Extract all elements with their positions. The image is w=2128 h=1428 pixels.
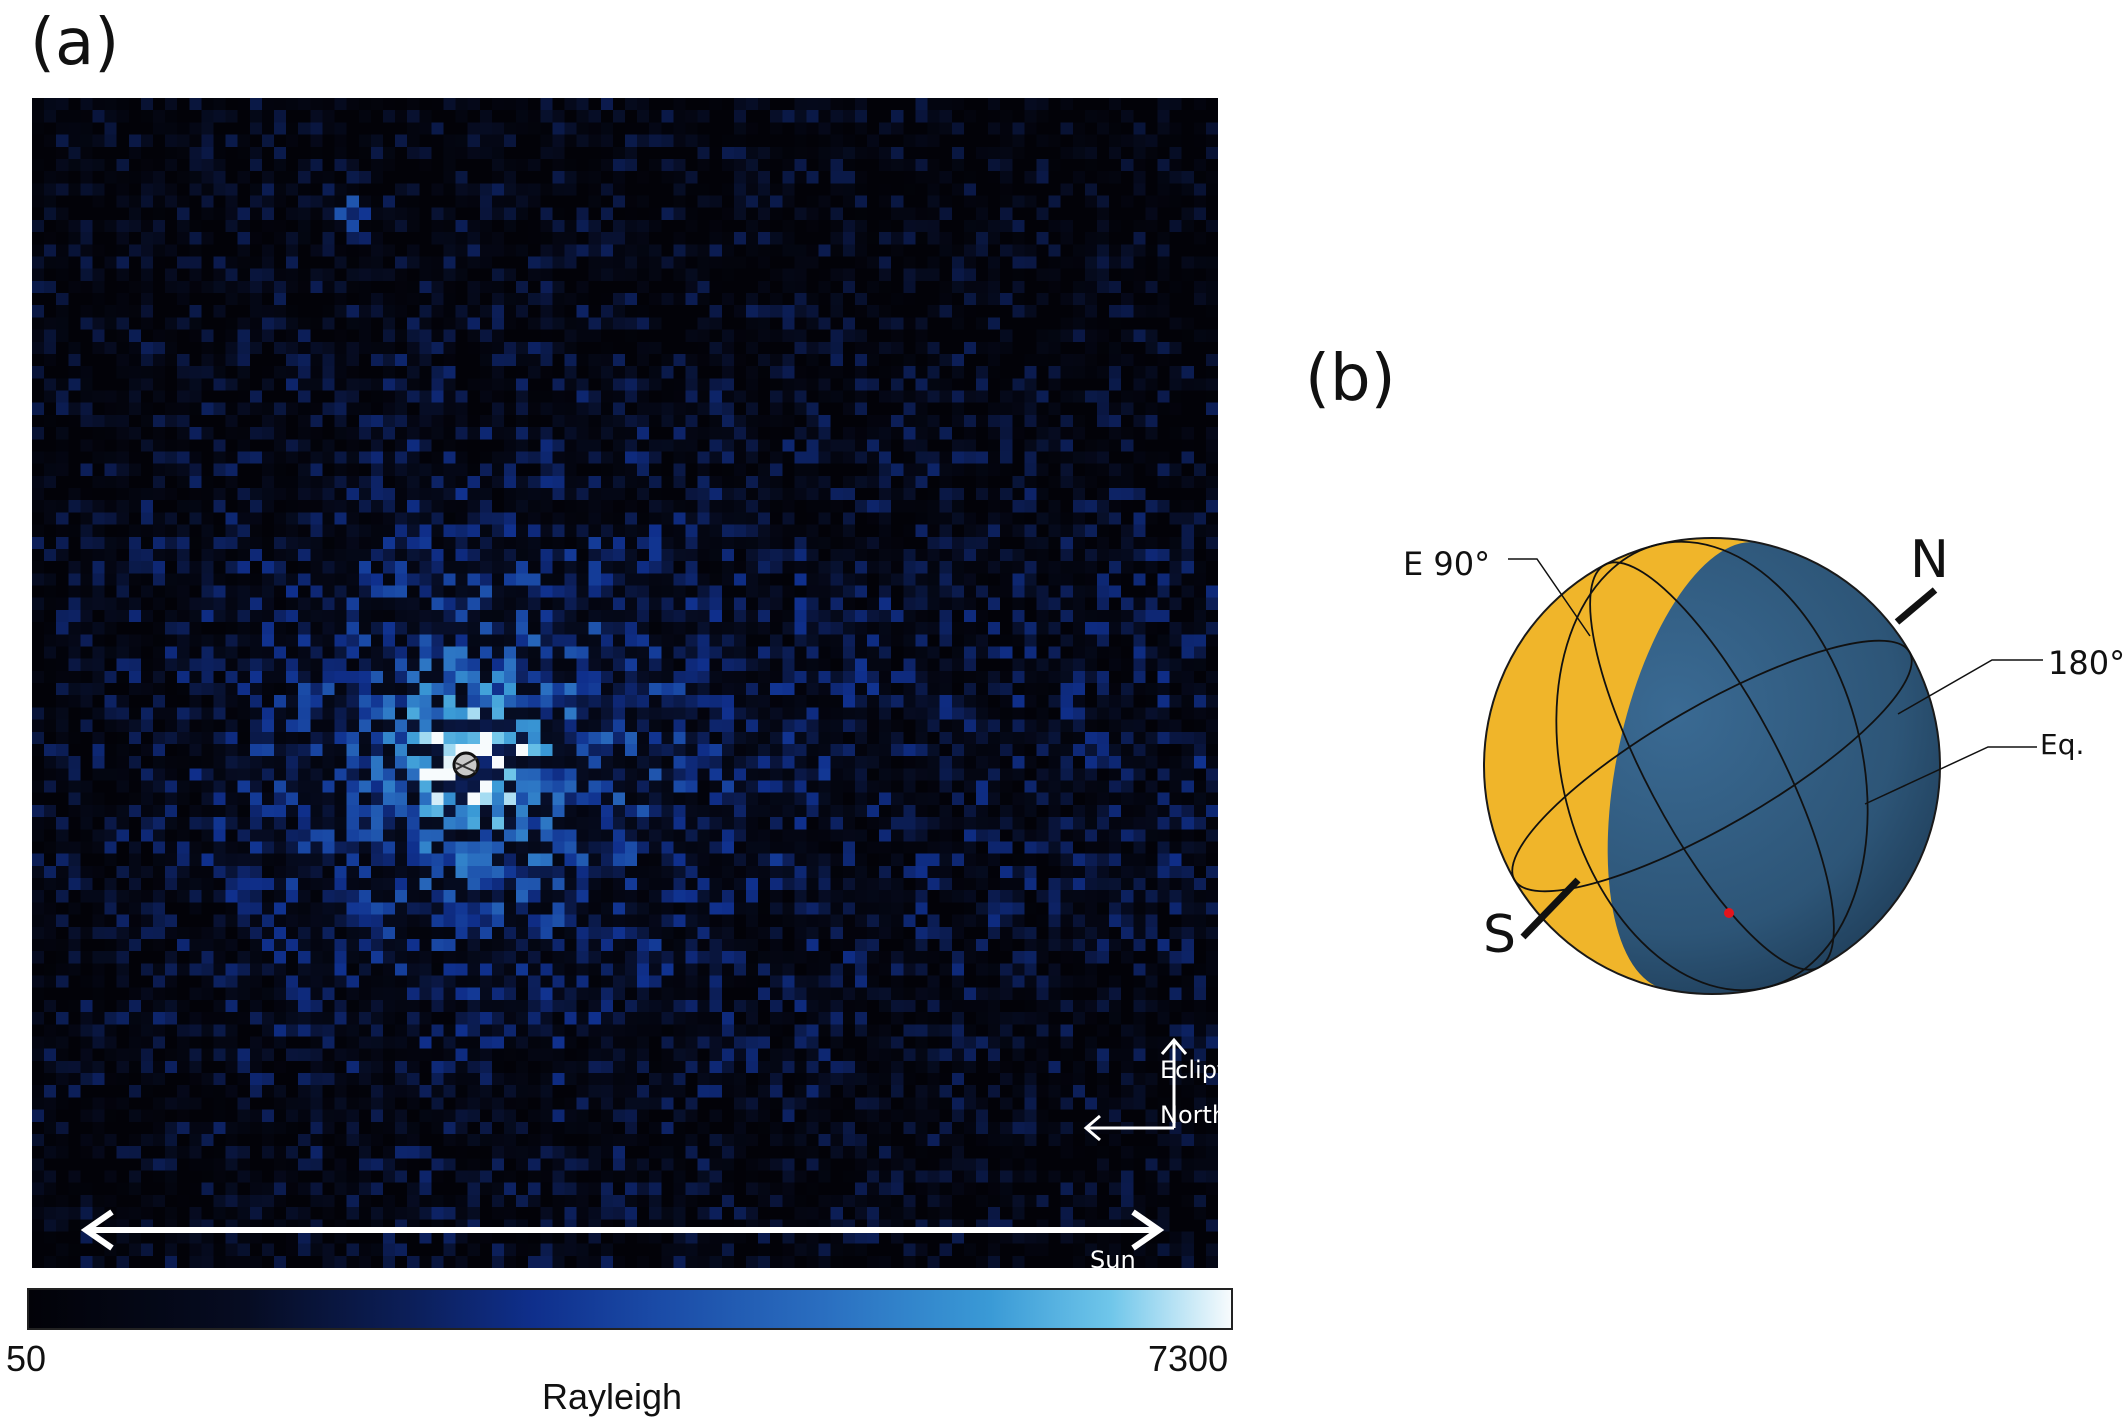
emission-image: 600,000 km Ecliptic North Sun (32, 98, 1246, 1319)
emission-heatmap (32, 98, 1218, 1268)
north-direction-label: North (1160, 1101, 1228, 1129)
globe-south-label: S (1483, 905, 1517, 965)
globe-axis (1520, 587, 1938, 940)
panel-b-label: (b) (1305, 342, 1396, 416)
colorbar-max-label: 7300 (1148, 1338, 1229, 1379)
globe-equator-label: Eq. (2040, 728, 2085, 761)
panel-a-label: (a) (30, 6, 120, 80)
colorbar-unit-label: Rayleigh (542, 1376, 683, 1417)
surface-point-marker (1724, 908, 1734, 918)
globe (1483, 537, 1941, 995)
colorbar-min-label: 50 (6, 1338, 47, 1379)
globe-e90-label: E 90° (1403, 545, 1491, 583)
colorbar (27, 1288, 1233, 1330)
ecliptic-label: Ecliptic (1160, 1056, 1247, 1084)
globe-north-label: N (1910, 530, 1949, 590)
leader-lines (1508, 558, 2043, 805)
globe-180-label: 180° (2048, 644, 2126, 682)
sun-direction-label: Sun (1090, 1246, 1136, 1274)
